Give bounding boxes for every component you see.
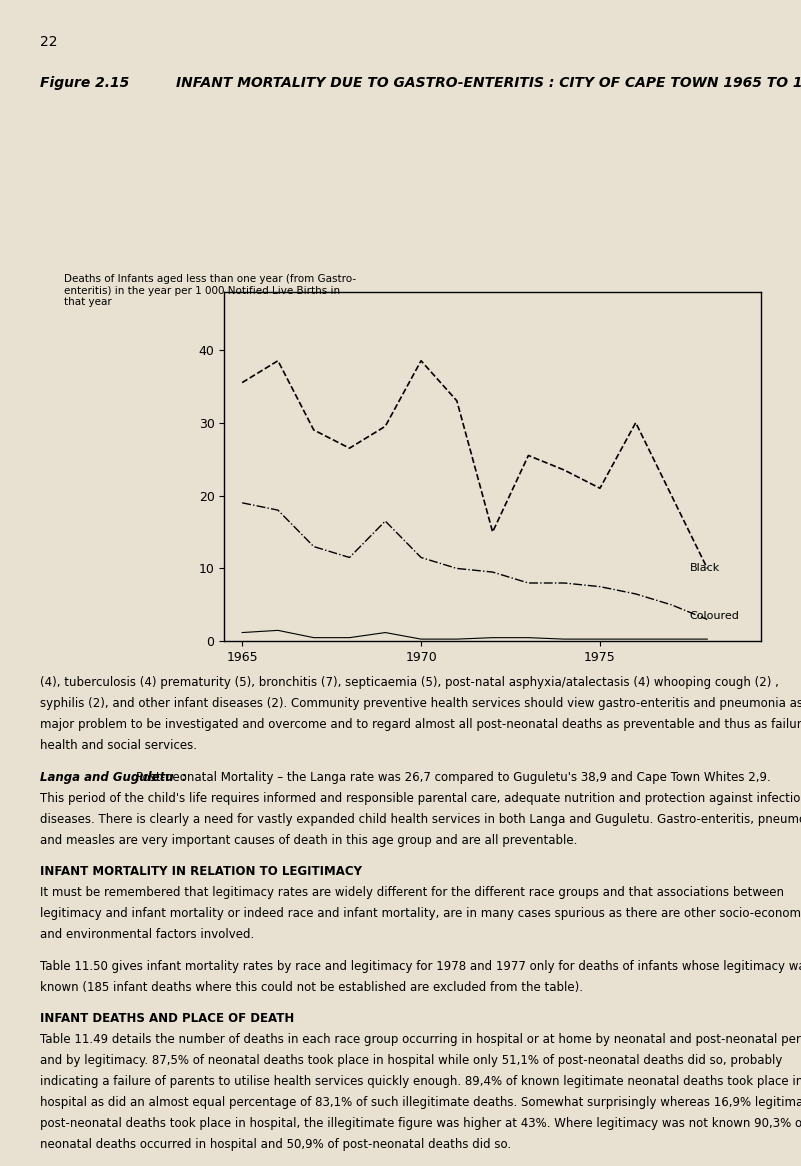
Text: 22: 22 <box>40 35 58 49</box>
Text: and measles are very important causes of death in this age group and are all pre: and measles are very important causes of… <box>40 834 578 847</box>
Text: hospital as did an almost equal percentage of 83,1% of such illegitimate deaths.: hospital as did an almost equal percenta… <box>40 1096 801 1109</box>
Text: legitimacy and infant mortality or indeed race and infant mortality, are in many: legitimacy and infant mortality or indee… <box>40 907 801 920</box>
Text: diseases. There is clearly a need for vastly expanded child health services in b: diseases. There is clearly a need for va… <box>40 813 801 826</box>
Text: post-neonatal deaths took place in hospital, the illegitimate figure was higher : post-neonatal deaths took place in hospi… <box>40 1117 801 1130</box>
Text: and by legitimacy. 87,5% of neonatal deaths took place in hospital while only 51: and by legitimacy. 87,5% of neonatal dea… <box>40 1054 783 1067</box>
Text: and environmental factors involved.: and environmental factors involved. <box>40 928 254 941</box>
Text: major problem to be investigated and overcome and to regard almost all post-neon: major problem to be investigated and ove… <box>40 718 801 731</box>
Text: Black: Black <box>690 563 719 574</box>
Text: health and social services.: health and social services. <box>40 739 197 752</box>
Text: Figure 2.15: Figure 2.15 <box>40 76 129 90</box>
Text: Table 11.49 details the number of deaths in each race group occurring in hospita: Table 11.49 details the number of deaths… <box>40 1033 801 1046</box>
Text: Langa and Guguletu  :: Langa and Guguletu : <box>40 771 195 784</box>
Text: (4), tuberculosis (4) prematurity (5), bronchitis (7), septicaemia (5), post-nat: (4), tuberculosis (4) prematurity (5), b… <box>40 676 779 689</box>
Text: known (185 infant deaths where this could not be established are excluded from t: known (185 infant deaths where this coul… <box>40 981 583 993</box>
Text: Post-neonatal Mortality – the Langa rate was 26,7 compared to Guguletu's 38,9 an: Post-neonatal Mortality – the Langa rate… <box>136 771 771 784</box>
Text: indicating a failure of parents to utilise health services quickly enough. 89,4%: indicating a failure of parents to utili… <box>40 1075 801 1088</box>
Text: Coloured: Coloured <box>690 611 739 620</box>
Text: syphilis (2), and other infant diseases (2). Community preventive health service: syphilis (2), and other infant diseases … <box>40 697 801 710</box>
Text: It must be remembered that legitimacy rates are widely different for the differe: It must be remembered that legitimacy ra… <box>40 886 784 899</box>
Text: INFANT MORTALITY DUE TO GASTRO-ENTERITIS : CITY OF CAPE TOWN 1965 TO 1978: INFANT MORTALITY DUE TO GASTRO-ENTERITIS… <box>176 76 801 90</box>
Text: neonatal deaths occurred in hospital and 50,9% of post-neonatal deaths did so.: neonatal deaths occurred in hospital and… <box>40 1138 511 1151</box>
Text: INFANT MORTALITY IN RELATION TO LEGITIMACY: INFANT MORTALITY IN RELATION TO LEGITIMA… <box>40 865 362 878</box>
Text: Deaths of Infants aged less than one year (from Gastro-
enteritis) in the year p: Deaths of Infants aged less than one yea… <box>64 274 356 307</box>
Text: Table 11.50 gives infant mortality rates by race and legitimacy for 1978 and 197: Table 11.50 gives infant mortality rates… <box>40 960 801 972</box>
Text: This period of the child's life requires informed and responsible parental care,: This period of the child's life requires… <box>40 792 801 805</box>
Text: INFANT DEATHS AND PLACE OF DEATH: INFANT DEATHS AND PLACE OF DEATH <box>40 1012 294 1025</box>
